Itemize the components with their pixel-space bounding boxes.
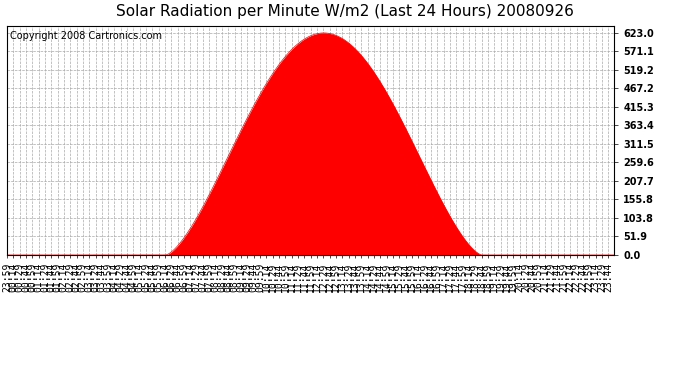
Text: Solar Radiation per Minute W/m2 (Last 24 Hours) 20080926: Solar Radiation per Minute W/m2 (Last 24… xyxy=(116,4,574,19)
Text: Copyright 2008 Cartronics.com: Copyright 2008 Cartronics.com xyxy=(10,31,162,41)
